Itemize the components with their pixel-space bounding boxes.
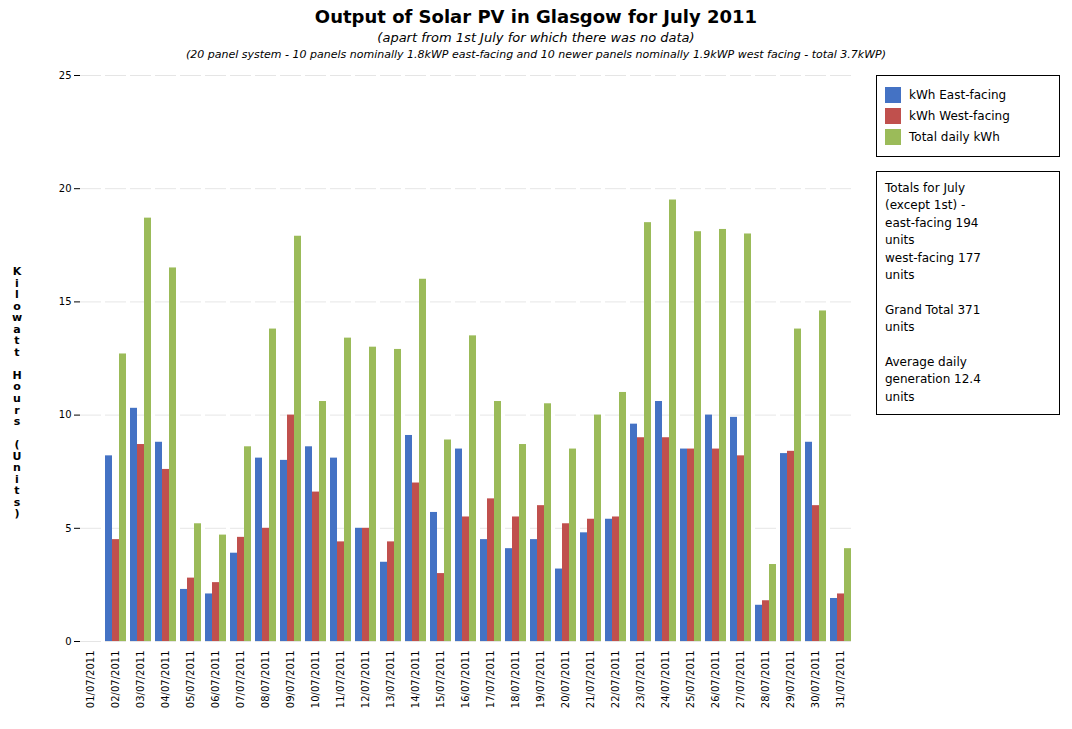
svg-text:13/07/2011: 13/07/2011: [385, 651, 396, 709]
svg-text:15/07/2011: 15/07/2011: [435, 651, 446, 709]
svg-text:02/07/2011: 02/07/2011: [110, 651, 121, 709]
html-text:kWh West-facing: kWh West-facing: [909, 109, 1010, 123]
svg-text:23/07/2011: 23/07/2011: [635, 651, 646, 709]
html-text:(apart from 1st July for which: (apart from 1st July for which there was…: [377, 30, 695, 45]
svg-text:03/07/2011: 03/07/2011: [135, 651, 146, 709]
html-text:Totals for July (except 1st) -: Totals for July (except 1st) - east-faci…: [885, 181, 981, 404]
svg-text:21/07/2011: 21/07/2011: [585, 651, 596, 709]
html-text:Total daily kWh: Total daily kWh: [909, 130, 1000, 144]
svg-text:07/07/2011: 07/07/2011: [235, 651, 246, 709]
svg-text:06/07/2011: 06/07/2011: [210, 651, 221, 709]
svg-text:24/07/2011: 24/07/2011: [660, 651, 671, 709]
svg-text:10: 10: [59, 409, 72, 420]
svg-text:18/07/2011: 18/07/2011: [510, 651, 521, 709]
svg-text:14/07/2011: 14/07/2011: [410, 651, 421, 709]
svg-text:11/07/2011: 11/07/2011: [335, 651, 346, 709]
html-text:K i l o w a t t H o u r s ( U: K i l o w a t t H o u r s ( U n i t s ): [11, 265, 23, 521]
svg-text:30/07/2011: 30/07/2011: [810, 651, 821, 709]
svg-text:25: 25: [59, 70, 72, 81]
svg-text:27/07/2011: 27/07/2011: [735, 651, 746, 709]
svg-text:15: 15: [59, 296, 72, 307]
svg-text:20/07/2011: 20/07/2011: [560, 651, 571, 709]
svg-text:16/07/2011: 16/07/2011: [460, 651, 471, 709]
svg-text:04/07/2011: 04/07/2011: [160, 651, 171, 709]
svg-text:29/07/2011: 29/07/2011: [785, 651, 796, 709]
html-text:(20 panel system - 10 panels n: (20 panel system - 10 panels nominally 1…: [186, 48, 886, 61]
svg-text:12/07/2011: 12/07/2011: [360, 651, 371, 709]
svg-text:19/07/2011: 19/07/2011: [535, 651, 546, 709]
svg-text:20: 20: [59, 183, 72, 194]
svg-text:26/07/2011: 26/07/2011: [710, 651, 721, 709]
html-text:kWh East-facing: kWh East-facing: [909, 88, 1007, 102]
svg-text:28/07/2011: 28/07/2011: [760, 651, 771, 709]
svg-text:08/07/2011: 08/07/2011: [260, 651, 271, 709]
svg-text:25/07/2011: 25/07/2011: [685, 651, 696, 709]
html-text:Output of Solar PV in Glasgow: Output of Solar PV in Glasgow for July 2…: [314, 6, 758, 27]
svg-text:09/07/2011: 09/07/2011: [285, 651, 296, 709]
svg-text:31/07/2011: 31/07/2011: [835, 651, 846, 709]
svg-text:10/07/2011: 10/07/2011: [310, 651, 321, 709]
svg-text:17/07/2011: 17/07/2011: [485, 651, 496, 709]
svg-text:0: 0: [65, 636, 71, 647]
svg-text:22/07/2011: 22/07/2011: [610, 651, 621, 709]
svg-text:01/07/2011: 01/07/2011: [85, 651, 96, 709]
svg-text:5: 5: [65, 523, 71, 534]
svg-text:05/07/2011: 05/07/2011: [185, 651, 196, 709]
